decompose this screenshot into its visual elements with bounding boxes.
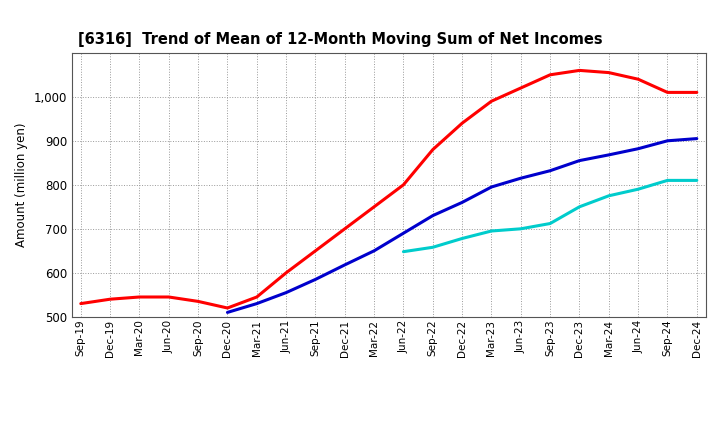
3 Years [106,297,114,302]
3 Years [458,121,467,126]
3 Years [399,182,408,187]
3 Years [164,294,173,300]
5 Years [458,200,467,205]
5 Years [428,213,437,218]
5 Years [634,146,642,151]
3 Years [634,77,642,82]
5 Years [370,248,379,253]
5 Years [487,184,496,190]
5 Years [253,301,261,306]
3 Years [546,72,554,77]
5 Years [341,262,349,268]
Line: 3 Years: 3 Years [81,70,697,308]
3 Years [693,90,701,95]
3 Years [341,226,349,231]
Y-axis label: Amount (million yen): Amount (million yen) [15,123,28,247]
5 Years [575,158,584,163]
3 Years [282,270,290,275]
5 Years [663,138,672,143]
3 Years [135,294,144,300]
7 Years [399,249,408,254]
7 Years [575,204,584,209]
7 Years [487,228,496,234]
7 Years [428,245,437,250]
7 Years [458,236,467,241]
5 Years [399,231,408,236]
3 Years [223,305,232,311]
7 Years [634,187,642,192]
3 Years [370,204,379,209]
5 Years [282,290,290,295]
3 Years [253,294,261,300]
5 Years [516,176,525,181]
7 Years [663,178,672,183]
3 Years [663,90,672,95]
Text: [6316]  Trend of Mean of 12-Month Moving Sum of Net Incomes: [6316] Trend of Mean of 12-Month Moving … [78,33,603,48]
5 Years [546,168,554,173]
3 Years [428,147,437,152]
5 Years [223,310,232,315]
5 Years [693,136,701,141]
3 Years [575,68,584,73]
3 Years [516,85,525,91]
7 Years [693,178,701,183]
3 Years [76,301,85,306]
5 Years [311,277,320,282]
3 Years [311,248,320,253]
7 Years [605,193,613,198]
3 Years [487,99,496,104]
7 Years [516,226,525,231]
7 Years [546,221,554,226]
Line: 7 Years: 7 Years [403,180,697,252]
Line: 5 Years: 5 Years [228,139,697,312]
5 Years [605,152,613,158]
3 Years [194,299,202,304]
3 Years [605,70,613,75]
